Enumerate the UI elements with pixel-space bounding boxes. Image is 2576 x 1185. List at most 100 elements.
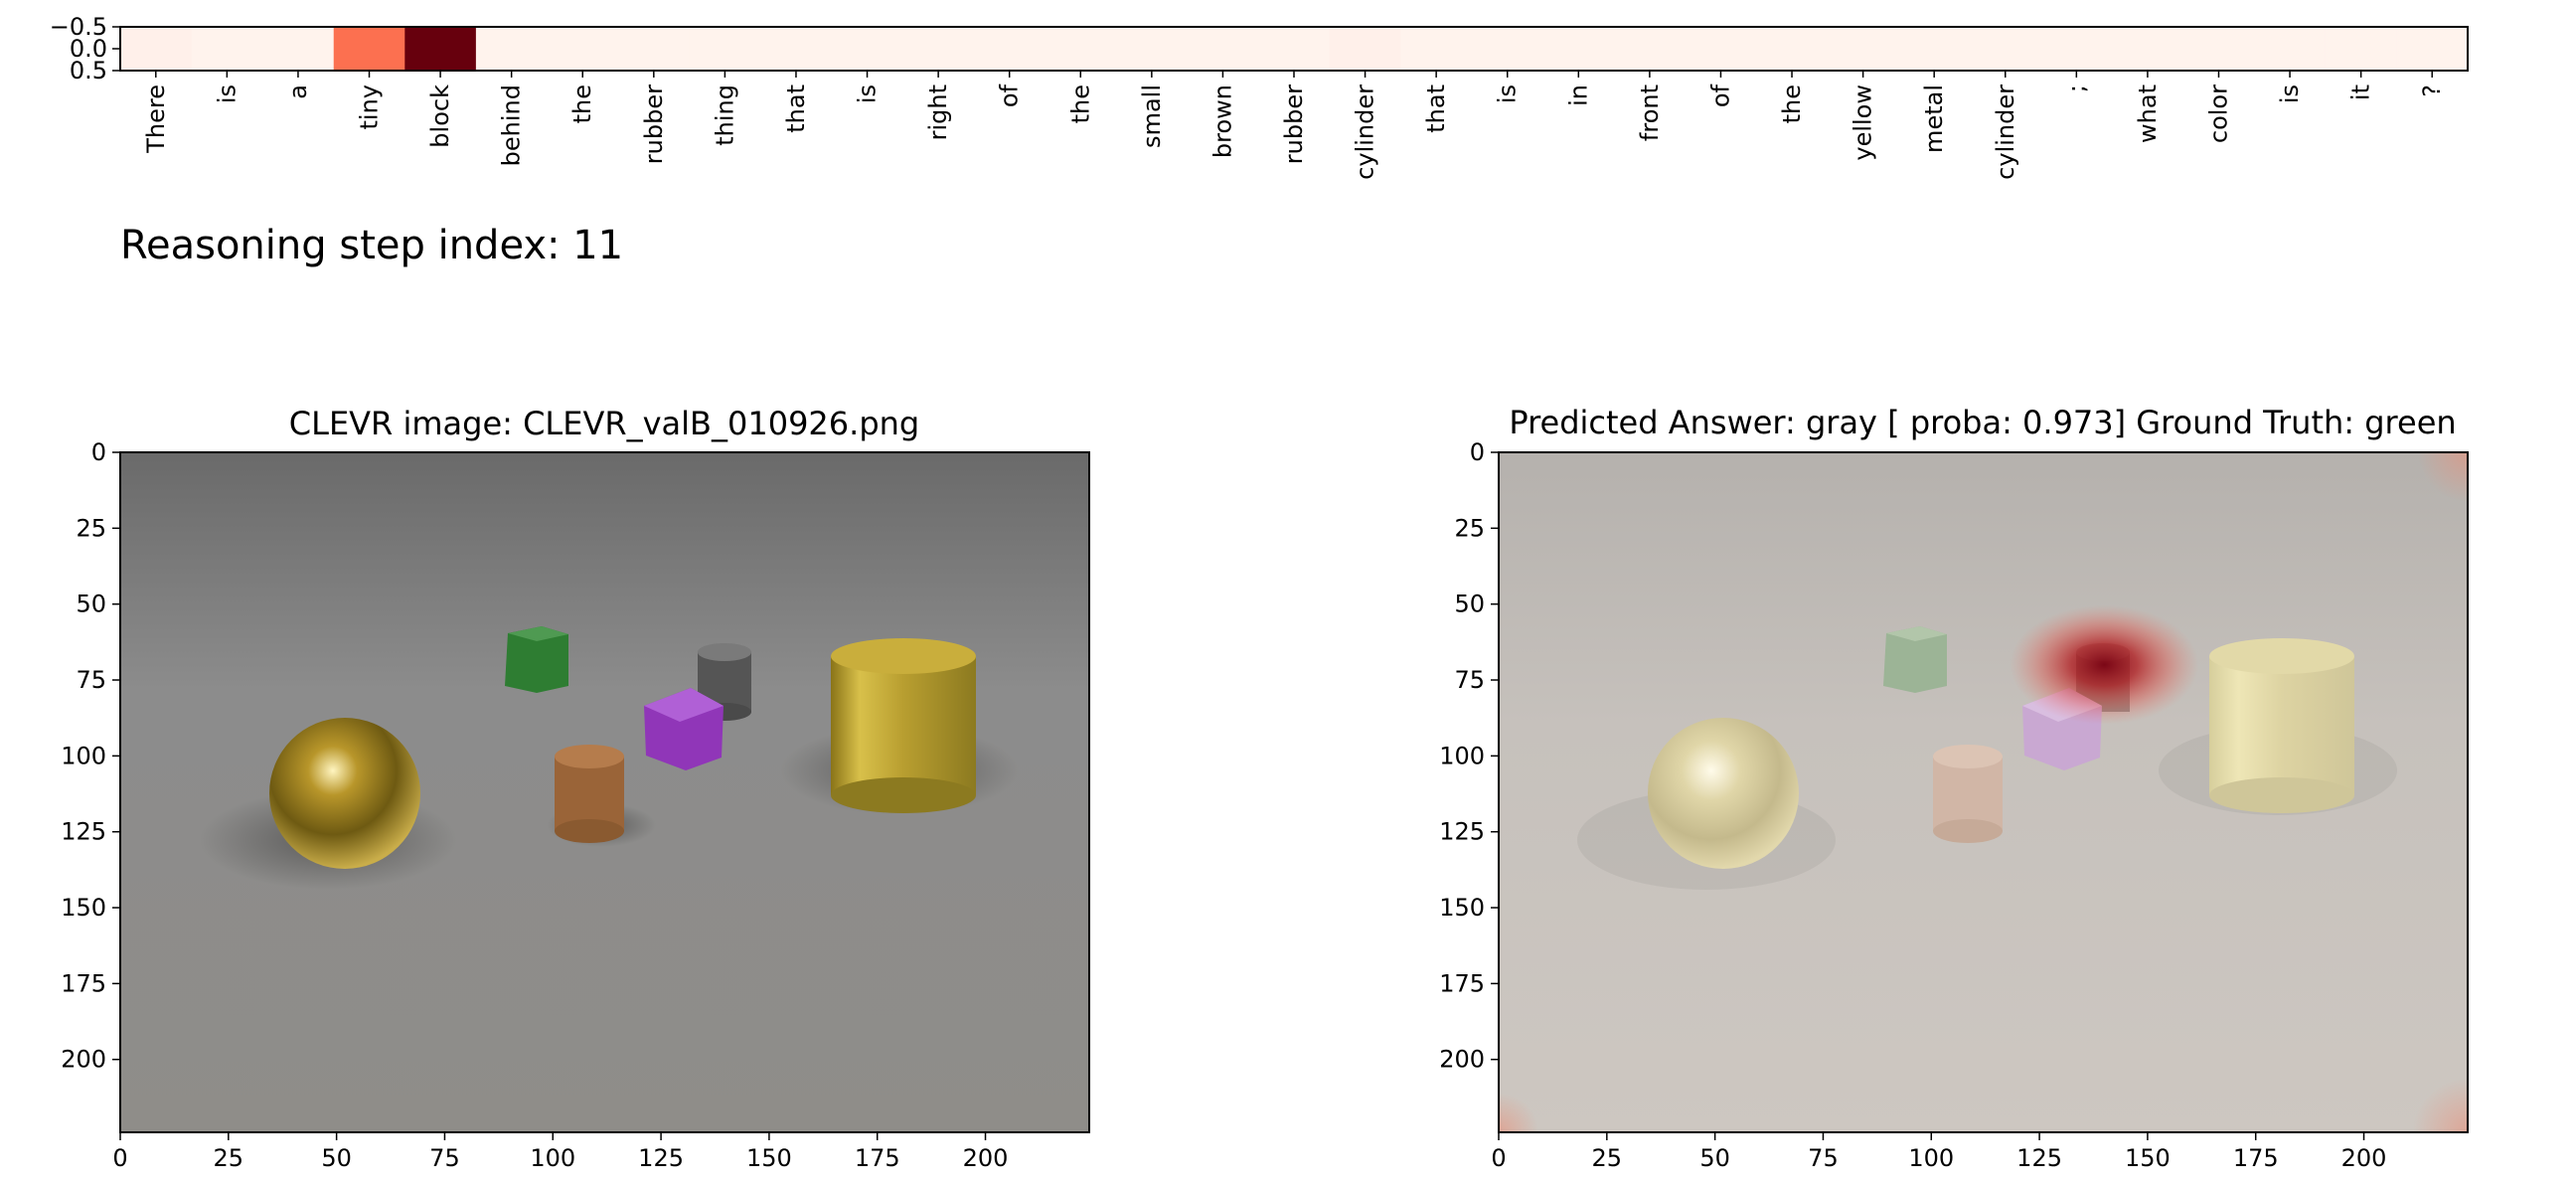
y-tick-label: 0	[1470, 438, 1485, 466]
token-label: thing	[711, 85, 738, 146]
token-label: is	[854, 85, 882, 103]
attention-corner	[1499, 1093, 1538, 1132]
heatmap-cell	[120, 27, 193, 71]
clevr-scene	[120, 452, 1089, 1132]
token-label: block	[426, 85, 454, 148]
token-label: rubber	[640, 85, 668, 164]
x-tick-label: 50	[1699, 1144, 1730, 1172]
heatmap-cell	[2112, 27, 2184, 71]
token-label: that	[1422, 85, 1450, 133]
token-label: rubber	[1280, 85, 1308, 164]
gold-sphere	[269, 718, 420, 869]
reasoning-step-label: Reasoning step index: 11	[120, 223, 623, 268]
y-tick-label: 100	[61, 742, 106, 769]
heatmap-ytick-label: 0.5	[70, 57, 107, 85]
token-label: tiny	[356, 85, 384, 130]
token-label: is	[1494, 85, 1522, 103]
y-tick-label: 125	[61, 818, 106, 846]
heatmap-cell	[2182, 27, 2255, 71]
heatmap-ytick-label: 0.0	[70, 35, 107, 63]
heatmap-cell	[2396, 27, 2469, 71]
y-tick-label: 150	[1439, 894, 1485, 922]
x-tick-label: 25	[214, 1144, 244, 1172]
y-tick-label: 125	[1439, 818, 1485, 846]
heatmap-cell	[262, 27, 335, 71]
heatmap-cell	[689, 27, 761, 71]
heatmap-cell	[760, 27, 833, 71]
token-label: small	[1138, 85, 1166, 148]
y-tick-label: 200	[1439, 1046, 1485, 1074]
clevr-image-panel: CLEVR image: CLEVR_valB_010926.png	[61, 405, 1090, 1172]
heatmap-cell	[1187, 27, 1259, 71]
heatmap-cell	[475, 27, 548, 71]
token-label: cylinder	[1352, 85, 1379, 180]
green-cube-faded	[1883, 626, 1947, 693]
y-tick-label: 175	[61, 969, 106, 997]
y-tick-label: 50	[1454, 591, 1485, 618]
heatmap-cell	[1969, 27, 2042, 71]
token-label: is	[2276, 85, 2304, 103]
x-tick-label: 25	[1592, 1144, 1623, 1172]
gold-sphere-faded	[1648, 718, 1799, 869]
heatmap-cell	[2254, 27, 2327, 71]
brown-cylinder	[555, 745, 624, 843]
heatmap-cell	[902, 27, 975, 71]
heatmap-cell	[333, 27, 405, 71]
gold-cylinder	[831, 638, 976, 813]
x-tick-label: 150	[746, 1144, 792, 1172]
heatmap-cells	[120, 27, 2469, 71]
token-label: in	[1564, 85, 1592, 106]
y-tick-label: 0	[91, 438, 106, 466]
heatmap-token-ticks: There is a tiny block behind the rubber thing tha…	[142, 71, 2446, 180]
heatmap-cell	[618, 27, 691, 71]
purple-cube	[644, 688, 724, 770]
x-tick-label: 175	[2233, 1144, 2279, 1172]
attention-image-frame	[1498, 451, 2469, 1133]
token-label: is	[213, 85, 241, 103]
x-tick-label: 125	[2016, 1144, 2062, 1172]
token-label: There	[142, 85, 170, 154]
token-label: color	[2204, 85, 2232, 143]
y-tick-label: 100	[1439, 742, 1485, 769]
attention-scene	[1499, 452, 2468, 1132]
y-tick-label: 25	[1454, 514, 1485, 542]
heatmap-cell	[1471, 27, 1544, 71]
y-tick-label: 75	[76, 666, 106, 694]
x-tick-label: 100	[1908, 1144, 1954, 1172]
prediction-title: Predicted Answer: gray [ proba: 0.973] G…	[1509, 404, 2456, 441]
x-tick-label: 200	[2341, 1144, 2387, 1172]
heatmap-cell	[2040, 27, 2113, 71]
heatmap-cell	[1827, 27, 1899, 71]
heatmap-y-ticks: −0.5 0.0 0.5	[50, 13, 120, 85]
heatmap-cell	[547, 27, 619, 71]
x-tick-label: 50	[321, 1144, 352, 1172]
x-tick-label: 100	[530, 1144, 575, 1172]
token-label: what	[2134, 85, 2162, 143]
token-label: ;	[2062, 85, 2090, 92]
y-tick-label: 150	[61, 894, 106, 922]
y-tick-label: 200	[61, 1046, 106, 1074]
heatmap-cell	[1116, 27, 1189, 71]
token-label: right	[924, 85, 952, 140]
attention-hotspot	[2010, 604, 2199, 725]
attention-image-axes: 0 25 50 75 100 125 150 175 200 0 25 50 75 100 125 150 17…	[1439, 438, 2386, 1172]
y-tick-label: 50	[76, 591, 106, 618]
token-label: it	[2347, 85, 2375, 100]
x-tick-label: 150	[2125, 1144, 2171, 1172]
heatmap-cell	[973, 27, 1046, 71]
x-tick-label: 200	[963, 1144, 1009, 1172]
heatmap-cell	[1400, 27, 1473, 71]
token-label: of	[1706, 84, 1734, 107]
heatmap-cell	[1045, 27, 1117, 71]
x-tick-label: 75	[1808, 1144, 1839, 1172]
attention-corner	[2413, 1078, 2468, 1132]
x-tick-label: 175	[855, 1144, 900, 1172]
heatmap-cell	[2325, 27, 2397, 71]
heatmap-cell	[1542, 27, 1615, 71]
token-label: cylinder	[1992, 85, 2019, 180]
heatmap-cell	[1329, 27, 1401, 71]
clevr-image-title: CLEVR image: CLEVR_valB_010926.png	[289, 405, 919, 442]
heatmap-ytick-label: −0.5	[50, 13, 107, 41]
attention-overlay-panel: Predicted Answer: gray [ proba: 0.973] G…	[1439, 404, 2469, 1172]
